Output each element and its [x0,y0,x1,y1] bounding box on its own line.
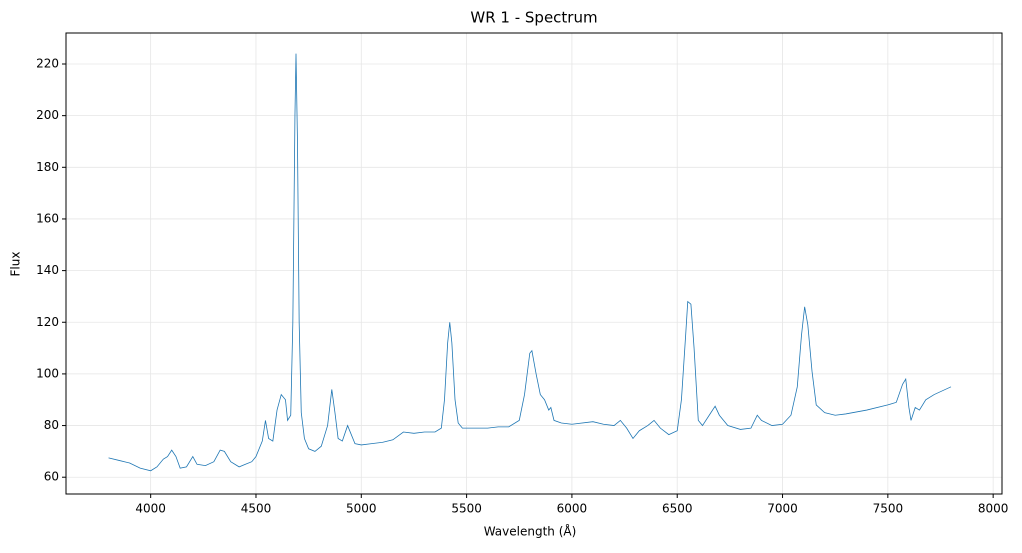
x-tick-label: 5000 [346,502,377,516]
chart-title: WR 1 - Spectrum [470,9,597,27]
y-tick-label: 220 [36,56,59,70]
y-tick-label: 120 [36,315,59,329]
y-tick-label: 60 [44,470,59,484]
x-tick-label: 6500 [662,502,693,516]
x-tick-label: 7500 [873,502,904,516]
x-axis-label: Wavelength (Å) [484,524,577,539]
plot-frame [65,32,1003,495]
x-tick-label: 5500 [451,502,482,516]
y-tick-label: 160 [36,211,59,225]
y-tick-label: 200 [36,108,59,122]
x-tick-label: 6000 [557,502,588,516]
y-tick-label: 100 [36,366,59,380]
y-axis-label: Flux [9,252,23,277]
x-tick-label: 4500 [241,502,272,516]
spectrum-line [108,53,952,472]
y-tick-label: 140 [36,263,59,277]
y-tick-label: 180 [36,160,59,174]
x-tick-label: 8000 [978,502,1009,516]
x-tick-label: 4000 [135,502,166,516]
x-tick-label: 7000 [767,502,798,516]
y-tick-label: 80 [44,418,59,432]
